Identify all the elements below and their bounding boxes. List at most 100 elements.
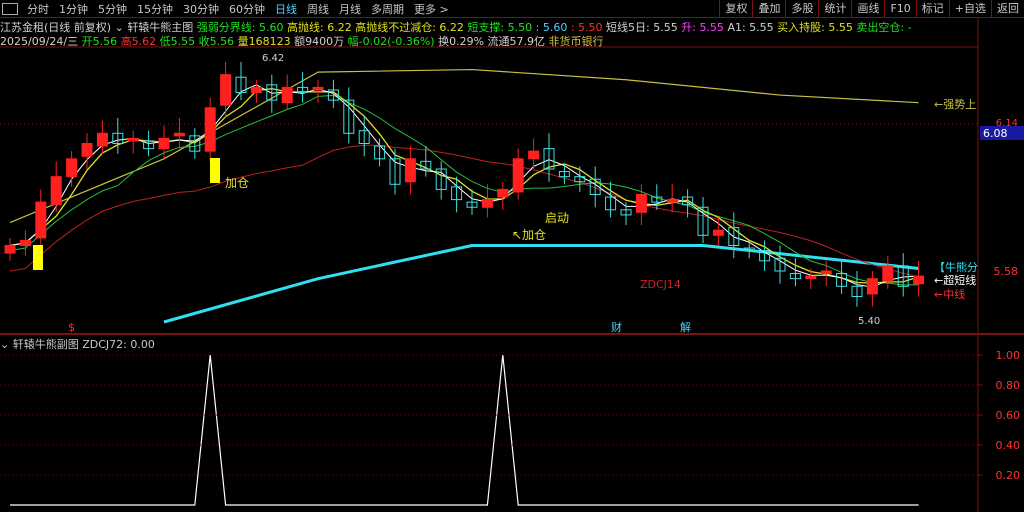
quote-amount: 额9400万: [294, 35, 345, 48]
field-value: 5.55: [699, 21, 724, 34]
field-value: -: [907, 21, 912, 34]
candle-body: [820, 270, 832, 275]
quote-date: 2025/09/24/三: [0, 35, 79, 48]
field-value: 5.50: [578, 21, 603, 34]
candle-body: [127, 137, 139, 142]
toolbar-button[interactable]: 复权: [719, 0, 752, 18]
toolbar-button[interactable]: 统计: [818, 0, 851, 18]
quote-open: 开5.56: [81, 35, 118, 48]
high-price-marker: 6.42: [262, 53, 284, 64]
sub-y-tick: 1.00: [996, 349, 1021, 362]
sub-y-tick: 0.20: [996, 469, 1021, 482]
field-value: 5.60: [542, 21, 568, 34]
candle-body: [774, 257, 786, 272]
indicator-dropdown-icon[interactable]: ⌄: [114, 21, 124, 34]
indicator-name[interactable]: 轩辕牛熊主图: [127, 21, 194, 34]
bull-bear-line: [163, 244, 919, 324]
indicator-field: A1: 5.55: [727, 21, 773, 34]
toolbar-button[interactable]: 叠加: [752, 0, 785, 18]
indicator-field: 升: 5.55: [681, 21, 724, 34]
sub-indicator-name[interactable]: 轩辕牛熊副图: [12, 338, 79, 351]
period-tab[interactable]: 5分钟: [98, 2, 127, 16]
unlock-marker: 解: [680, 320, 691, 334]
candle-body: [250, 86, 262, 94]
toolbar-button[interactable]: 返回: [991, 0, 1024, 18]
period-tab[interactable]: 1分钟: [59, 2, 88, 16]
line-end-label: ←超短线: [934, 273, 976, 287]
candle-body: [728, 227, 740, 246]
field-label: 短支撑:: [467, 21, 508, 34]
ma-long-line: [9, 144, 919, 278]
candle-body: [96, 132, 108, 147]
candle-body: [189, 135, 201, 152]
toolbar-button[interactable]: 画线: [851, 0, 884, 18]
field-value: 6.22: [327, 21, 352, 34]
candle-body: [866, 278, 878, 295]
candle-body: [651, 196, 663, 203]
indicator-field: 卖出空仓: -: [856, 21, 911, 34]
toolbar-button[interactable]: +自选: [948, 0, 991, 18]
candle-body: [327, 89, 339, 101]
line-end-label: ←强势上: [934, 98, 976, 111]
candle-body: [220, 74, 232, 106]
candle-body: [50, 176, 62, 206]
indicator-field: 强弱分界线: 5.60: [197, 21, 284, 34]
candle-body: [435, 168, 447, 190]
candle-body: [420, 160, 432, 170]
period-tab[interactable]: 分时: [27, 2, 49, 16]
toolbar-button[interactable]: 多股: [785, 0, 818, 18]
candle-body: [19, 239, 31, 246]
buy-signal-bar: [33, 245, 43, 270]
candle-body: [312, 86, 324, 91]
indicator-header: 江苏金租(日线 前复权) ⌄ 轩辕牛熊主图 强弱分界线: 5.60 高抛线: 6…: [0, 19, 912, 35]
period-tab[interactable]: 更多 >: [414, 2, 449, 16]
field-label: :: [570, 21, 579, 34]
candle-body: [712, 229, 724, 236]
cursor-price-box: [980, 126, 1024, 140]
candle-body: [404, 158, 416, 183]
panel-toggle-icon[interactable]: [2, 2, 18, 15]
field-value: 6.22: [439, 21, 464, 34]
sub-y-tick: 0.40: [996, 439, 1021, 452]
period-tab[interactable]: 60分钟: [229, 2, 265, 16]
quote-close: 收5.56: [198, 35, 235, 48]
field-value: 5.55: [749, 21, 774, 34]
indicator-field: 短支撑: 5.50: [467, 21, 532, 34]
indicator-field: 高抛线不过减仓: 6.22: [355, 21, 464, 34]
period-tab[interactable]: 周线: [307, 2, 329, 16]
low-price-marker: 5.40: [858, 316, 880, 327]
field-value: 5.55: [828, 21, 853, 34]
candle-body: [112, 132, 124, 145]
candle-body: [143, 140, 155, 150]
candle-body: [759, 250, 771, 262]
toolbar-button[interactable]: 标记: [915, 0, 949, 18]
indicator-field: 短线5日: 5.55: [606, 21, 678, 34]
sub-dropdown-icon[interactable]: ⌄: [0, 338, 10, 351]
quote-high: 高5.62: [120, 35, 157, 48]
period-tab[interactable]: 多周期: [371, 2, 404, 16]
candle-body: [158, 137, 170, 150]
field-label: 强弱分界线:: [196, 21, 260, 34]
candle-body: [497, 188, 509, 198]
period-tab[interactable]: 15分钟: [137, 2, 173, 16]
toolbar-button[interactable]: F10: [884, 0, 915, 18]
candle-body: [512, 158, 524, 193]
period-tab[interactable]: 30分钟: [183, 2, 219, 16]
strong-line: [9, 68, 919, 224]
candle-body: [789, 273, 801, 280]
indicator-field: : 5.60: [536, 21, 568, 34]
field-label: 卖出空仓:: [856, 21, 908, 34]
field-label: A1:: [727, 21, 750, 34]
dividend-marker: $: [68, 321, 75, 334]
candle-body: [851, 285, 863, 297]
field-label: 买入持股:: [777, 21, 829, 34]
quote-sector: 非货币银行: [548, 35, 604, 48]
price-tick: 6.14: [996, 118, 1018, 129]
period-tab[interactable]: 月线: [339, 2, 361, 16]
period-tab[interactable]: 日线: [275, 2, 297, 16]
candle-body: [882, 265, 894, 282]
candle-body: [343, 99, 355, 134]
candle-body: [466, 201, 478, 208]
candle-body: [897, 265, 909, 287]
